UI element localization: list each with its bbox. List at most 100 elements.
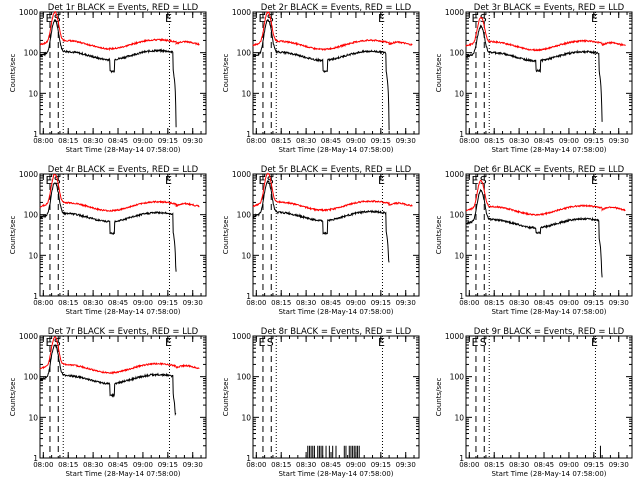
y-tick-label: 100 (450, 49, 465, 58)
y-tick-label: 1 (33, 130, 38, 139)
marker-label: E (591, 174, 598, 187)
x-axis-label: Start Time (28-May-14 07:58:00) (278, 308, 393, 316)
x-tick-label: 09:15 (158, 137, 178, 145)
y-tick-label: 100 (237, 49, 252, 58)
y-tick-label: 10 (241, 413, 251, 422)
marker-label: E (45, 336, 52, 349)
x-tick-label: 08:00 (33, 137, 53, 145)
marker-label: E (258, 12, 265, 25)
y-tick-label: 100 (24, 49, 39, 58)
y-tick-label: 10 (241, 251, 251, 260)
x-tick-label: 09:00 (559, 461, 579, 469)
x-tick-label: 09:15 (158, 299, 178, 307)
x-tick-label: 08:15 (271, 299, 291, 307)
marker-label: E (378, 12, 385, 25)
y-axis-label: Counts/sec (222, 216, 230, 255)
x-tick-label: 09:30 (396, 299, 416, 307)
y-axis-label: Counts/sec (222, 378, 230, 417)
y-tick-label: 10 (241, 89, 251, 98)
x-tick-label: 08:30 (509, 137, 529, 145)
lld-series (465, 179, 626, 216)
y-tick-label: 10 (454, 413, 464, 422)
lld-series (252, 11, 413, 51)
panel-title: Det 9r BLACK = Events, RED = LLD (474, 327, 625, 337)
marker-label: E (471, 12, 478, 25)
x-tick-label: 09:00 (559, 137, 579, 145)
y-axis-label: Counts/sec (222, 54, 230, 93)
lld-series (252, 172, 413, 213)
y-tick-label: 100 (237, 211, 252, 220)
y-tick-label: 1 (459, 454, 464, 463)
x-tick-label: 08:45 (321, 137, 341, 145)
x-tick-label: 09:15 (584, 461, 604, 469)
events-series (39, 18, 177, 128)
marker-label: E (165, 12, 172, 25)
y-tick-label: 100 (237, 373, 252, 382)
y-axis-label: Counts/sec (9, 378, 17, 417)
plot-frame (39, 335, 207, 459)
x-tick-label: 09:30 (396, 461, 416, 469)
y-tick-label: 100 (450, 211, 465, 220)
marker-label: E (258, 336, 265, 349)
x-tick-label: 08:15 (58, 299, 78, 307)
y-axis-label: Counts/sec (435, 378, 443, 417)
x-tick-label: 08:30 (509, 461, 529, 469)
x-tick-label: 09:15 (371, 299, 391, 307)
y-tick-label: 100 (450, 373, 465, 382)
y-axis-label: Counts/sec (435, 54, 443, 93)
y-axis-label: Counts/sec (435, 216, 443, 255)
marker-label: E (378, 336, 385, 349)
marker-label: S (480, 174, 487, 187)
x-tick-label: 09:15 (158, 461, 178, 469)
y-tick-label: 1 (33, 454, 38, 463)
x-tick-label: 08:15 (271, 137, 291, 145)
y-tick-label: 1000 (19, 8, 38, 17)
y-tick-label: 10 (28, 251, 38, 260)
panel-title: Det 1r BLACK = Events, RED = LLD (48, 3, 199, 13)
x-tick-label: 08:45 (534, 137, 554, 145)
x-tick-label: 08:30 (509, 299, 529, 307)
y-axis-label: Counts/sec (9, 54, 17, 93)
y-tick-label: 1000 (232, 332, 251, 341)
y-tick-label: 1 (459, 130, 464, 139)
x-tick-label: 09:30 (183, 461, 203, 469)
plot-frame (252, 173, 420, 297)
lld-series (39, 173, 200, 213)
x-tick-label: 09:15 (584, 137, 604, 145)
x-axis-label: Start Time (28-May-14 07:58:00) (491, 308, 606, 316)
x-tick-label: 08:45 (321, 299, 341, 307)
panel-title: Det 7r BLACK = Events, RED = LLD (48, 327, 199, 337)
x-tick-label: 08:30 (83, 137, 103, 145)
x-tick-label: 08:00 (459, 137, 479, 145)
marker-label: E (165, 174, 172, 187)
panel-title: Det 5r BLACK = Events, RED = LLD (261, 165, 412, 175)
y-tick-label: 1 (246, 292, 251, 301)
y-tick-label: 10 (454, 89, 464, 98)
x-tick-label: 08:15 (484, 299, 504, 307)
x-tick-label: 08:00 (246, 461, 266, 469)
plot-frame (252, 11, 420, 135)
marker-label: S (480, 12, 487, 25)
x-tick-label: 08:15 (58, 461, 78, 469)
x-tick-label: 09:30 (609, 299, 629, 307)
panel-title: Det 4r BLACK = Events, RED = LLD (48, 165, 199, 175)
marker-label: E (258, 174, 265, 187)
x-tick-label: 08:30 (296, 461, 316, 469)
x-tick-label: 08:45 (108, 299, 128, 307)
x-tick-label: 09:00 (559, 299, 579, 307)
y-tick-label: 1000 (232, 170, 251, 179)
x-tick-label: 08:00 (459, 461, 479, 469)
panel-title: Det 6r BLACK = Events, RED = LLD (474, 165, 625, 175)
x-tick-label: 09:15 (584, 299, 604, 307)
events-series (39, 182, 177, 272)
x-axis-label: Start Time (28-May-14 07:58:00) (65, 308, 180, 316)
y-tick-label: 1000 (445, 332, 464, 341)
marker-label: S (267, 336, 274, 349)
lld-series (465, 16, 626, 52)
x-tick-label: 09:30 (396, 137, 416, 145)
lld-series (39, 11, 200, 52)
events-series (39, 343, 177, 416)
y-tick-label: 100 (24, 211, 39, 220)
x-tick-label: 08:45 (321, 461, 341, 469)
y-tick-label: 1 (246, 454, 251, 463)
